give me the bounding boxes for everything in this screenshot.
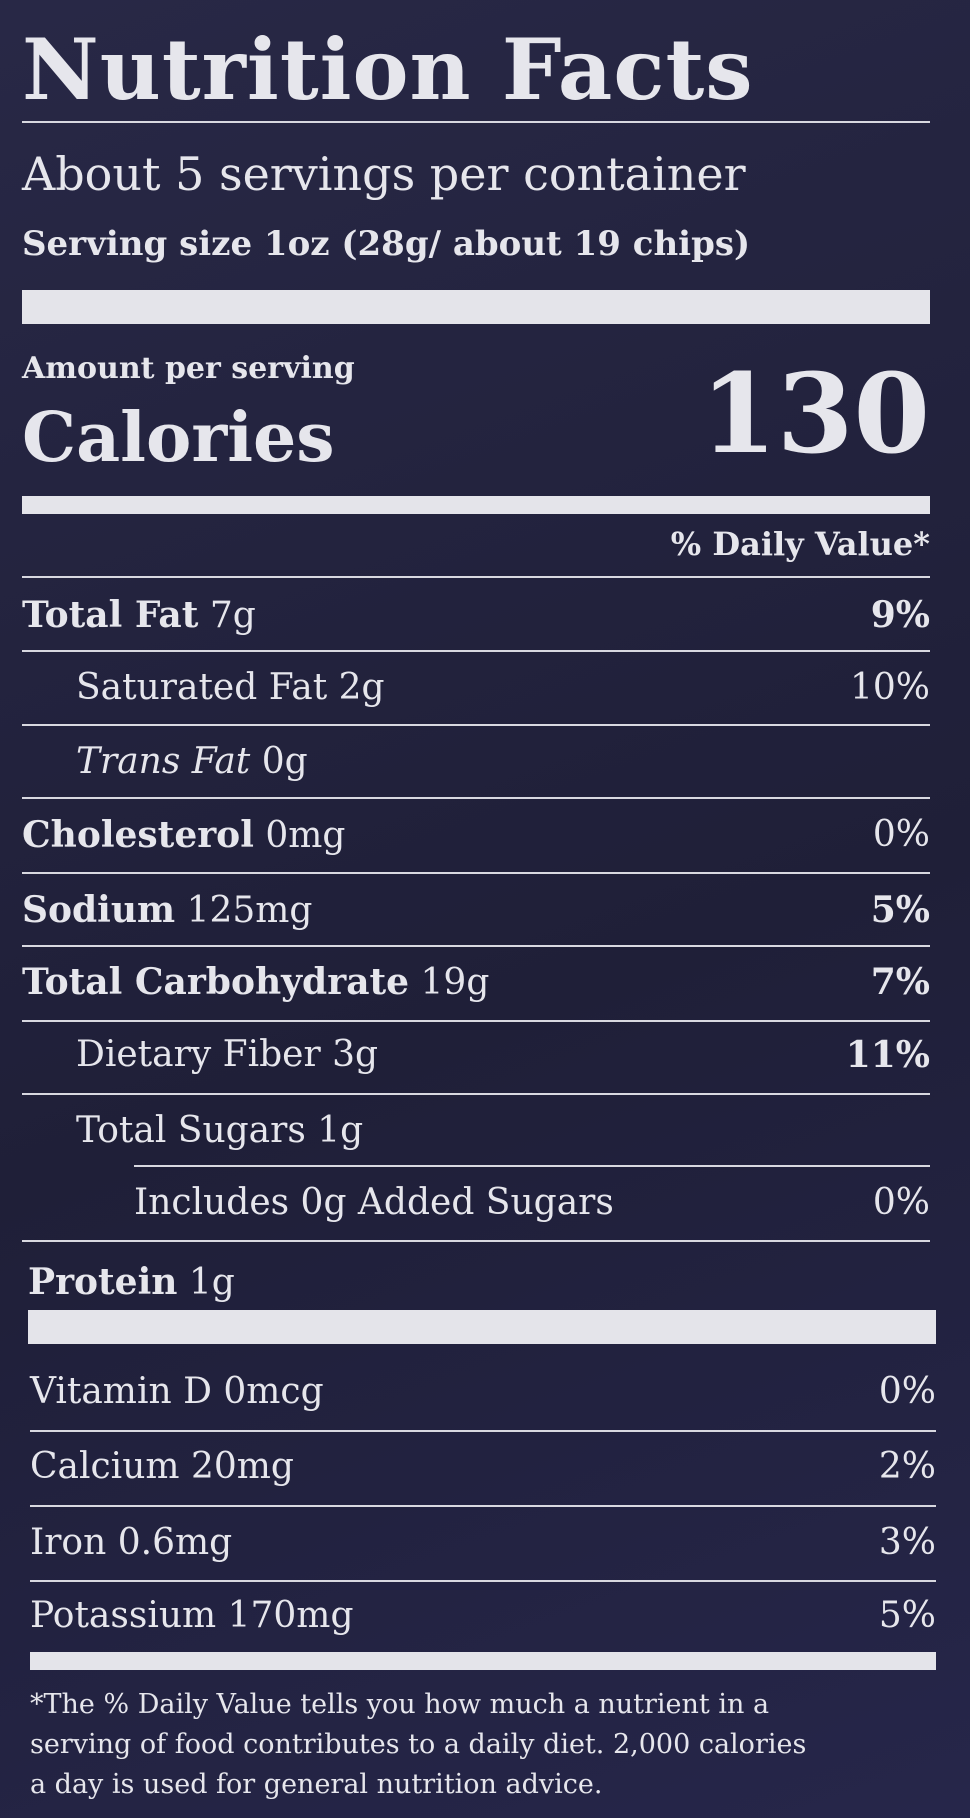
- nutrient-row: Total Sugars 1g: [22, 1108, 930, 1154]
- daily-value: 5%: [870, 889, 930, 931]
- nutrient-name: Trans Fat: [76, 741, 251, 782]
- nutrient-name: Sodium: [22, 889, 176, 931]
- calories-label: Calories: [22, 398, 335, 478]
- vitamin-row: Vitamin D 0mcg 0%: [30, 1369, 936, 1415]
- nutrient-row: Saturated Fat 2g 10%: [22, 665, 930, 711]
- daily-value: 0%: [872, 1182, 930, 1223]
- nutrient-amount: 1g: [317, 1110, 364, 1151]
- footnote-line: a day is used for general nutrition advi…: [30, 1769, 603, 1800]
- nutrient-amount: 1g: [188, 1262, 235, 1303]
- vitamin-row: Calcium 20mg 2%: [30, 1444, 936, 1490]
- rule: [22, 1240, 930, 1242]
- vitamin-row: Iron 0.6mg 3%: [30, 1520, 936, 1566]
- rule: [134, 1165, 930, 1167]
- daily-value: 2%: [878, 1446, 936, 1487]
- daily-value: 11%: [845, 1034, 930, 1076]
- nutrient-row: Protein 1g: [28, 1259, 930, 1305]
- nutrient-row: Dietary Fiber 3g 11%: [22, 1032, 930, 1078]
- rule: [22, 1093, 930, 1095]
- nutrient-amount: 0g: [261, 741, 308, 782]
- vitamin-name: Potassium 170mg: [30, 1595, 354, 1636]
- rule: [22, 724, 930, 726]
- rule: [30, 1505, 936, 1507]
- nutrient-row: Trans Fat 0g: [22, 739, 930, 785]
- serving-size: Serving size 1oz (28g/ about 19 chips): [22, 224, 751, 264]
- nutrient-amount: 2g: [338, 667, 385, 708]
- footnote-line: serving of food contributes to a daily d…: [30, 1729, 807, 1760]
- nutrient-amount: 7g: [209, 595, 256, 636]
- vitamin-name: Vitamin D 0mcg: [30, 1371, 324, 1412]
- nutrient-name: Saturated Fat: [76, 667, 328, 708]
- nutrient-row: Total Carbohydrate 19g 7%: [22, 959, 930, 1005]
- vitamin-row: Potassium 170mg 5%: [30, 1593, 936, 1639]
- nutrient-row: Cholesterol 0mg 0%: [22, 812, 930, 858]
- nutrient-row: Total Fat 7g 9%: [22, 592, 930, 638]
- amount-per-serving: Amount per serving: [22, 351, 355, 386]
- servings: About 5 servings per container: [22, 147, 746, 201]
- nutrient-name: Cholesterol: [22, 814, 254, 856]
- nutrient-amount: 125mg: [186, 890, 313, 931]
- rule: [30, 1430, 936, 1432]
- nutrient-row: Includes 0g Added Sugars 0%: [22, 1180, 930, 1226]
- rule: [30, 1580, 936, 1582]
- thick-bar: [22, 290, 930, 324]
- daily-value: 3%: [878, 1522, 936, 1563]
- vitamin-name: Calcium 20mg: [30, 1446, 294, 1487]
- nutrient-name: Total Fat: [22, 594, 199, 636]
- rule: [22, 945, 930, 947]
- daily-value: 0%: [872, 814, 930, 855]
- vitamin-name: Iron 0.6mg: [30, 1522, 233, 1563]
- rule: [22, 797, 930, 799]
- daily-value-header: % Daily Value*: [670, 525, 930, 563]
- title: Nutrition Facts: [22, 20, 754, 119]
- nutrient-row: Sodium 125mg 5%: [22, 887, 930, 933]
- daily-value: 7%: [870, 961, 930, 1003]
- calories-value: 130: [700, 349, 930, 478]
- nutrient-name: Protein: [28, 1261, 178, 1303]
- rule: [22, 872, 930, 874]
- thick-bar: [22, 496, 930, 514]
- footnote-line: *The % Daily Value tells you how much a …: [30, 1689, 770, 1720]
- nutrient-amount: 0mg: [265, 815, 346, 856]
- nutrient-name: Total Sugars: [76, 1110, 306, 1151]
- daily-value: 0%: [878, 1371, 936, 1412]
- daily-value: 5%: [878, 1595, 936, 1636]
- nutrient-amount: 3g: [332, 1034, 379, 1075]
- daily-value: 10%: [849, 667, 930, 708]
- nutrient-name: Includes 0g Added Sugars: [134, 1182, 614, 1223]
- nutrient-name: Total Carbohydrate: [22, 961, 410, 1003]
- rule: [22, 1020, 930, 1022]
- nutrient-amount: 19g: [420, 962, 490, 1003]
- thick-bar: [28, 1310, 936, 1344]
- nutrient-name: Dietary Fiber: [76, 1034, 321, 1075]
- rule: [22, 121, 930, 123]
- rule: [22, 650, 930, 652]
- daily-value: 9%: [870, 594, 930, 636]
- rule: [22, 576, 930, 578]
- thick-bar: [30, 1652, 936, 1670]
